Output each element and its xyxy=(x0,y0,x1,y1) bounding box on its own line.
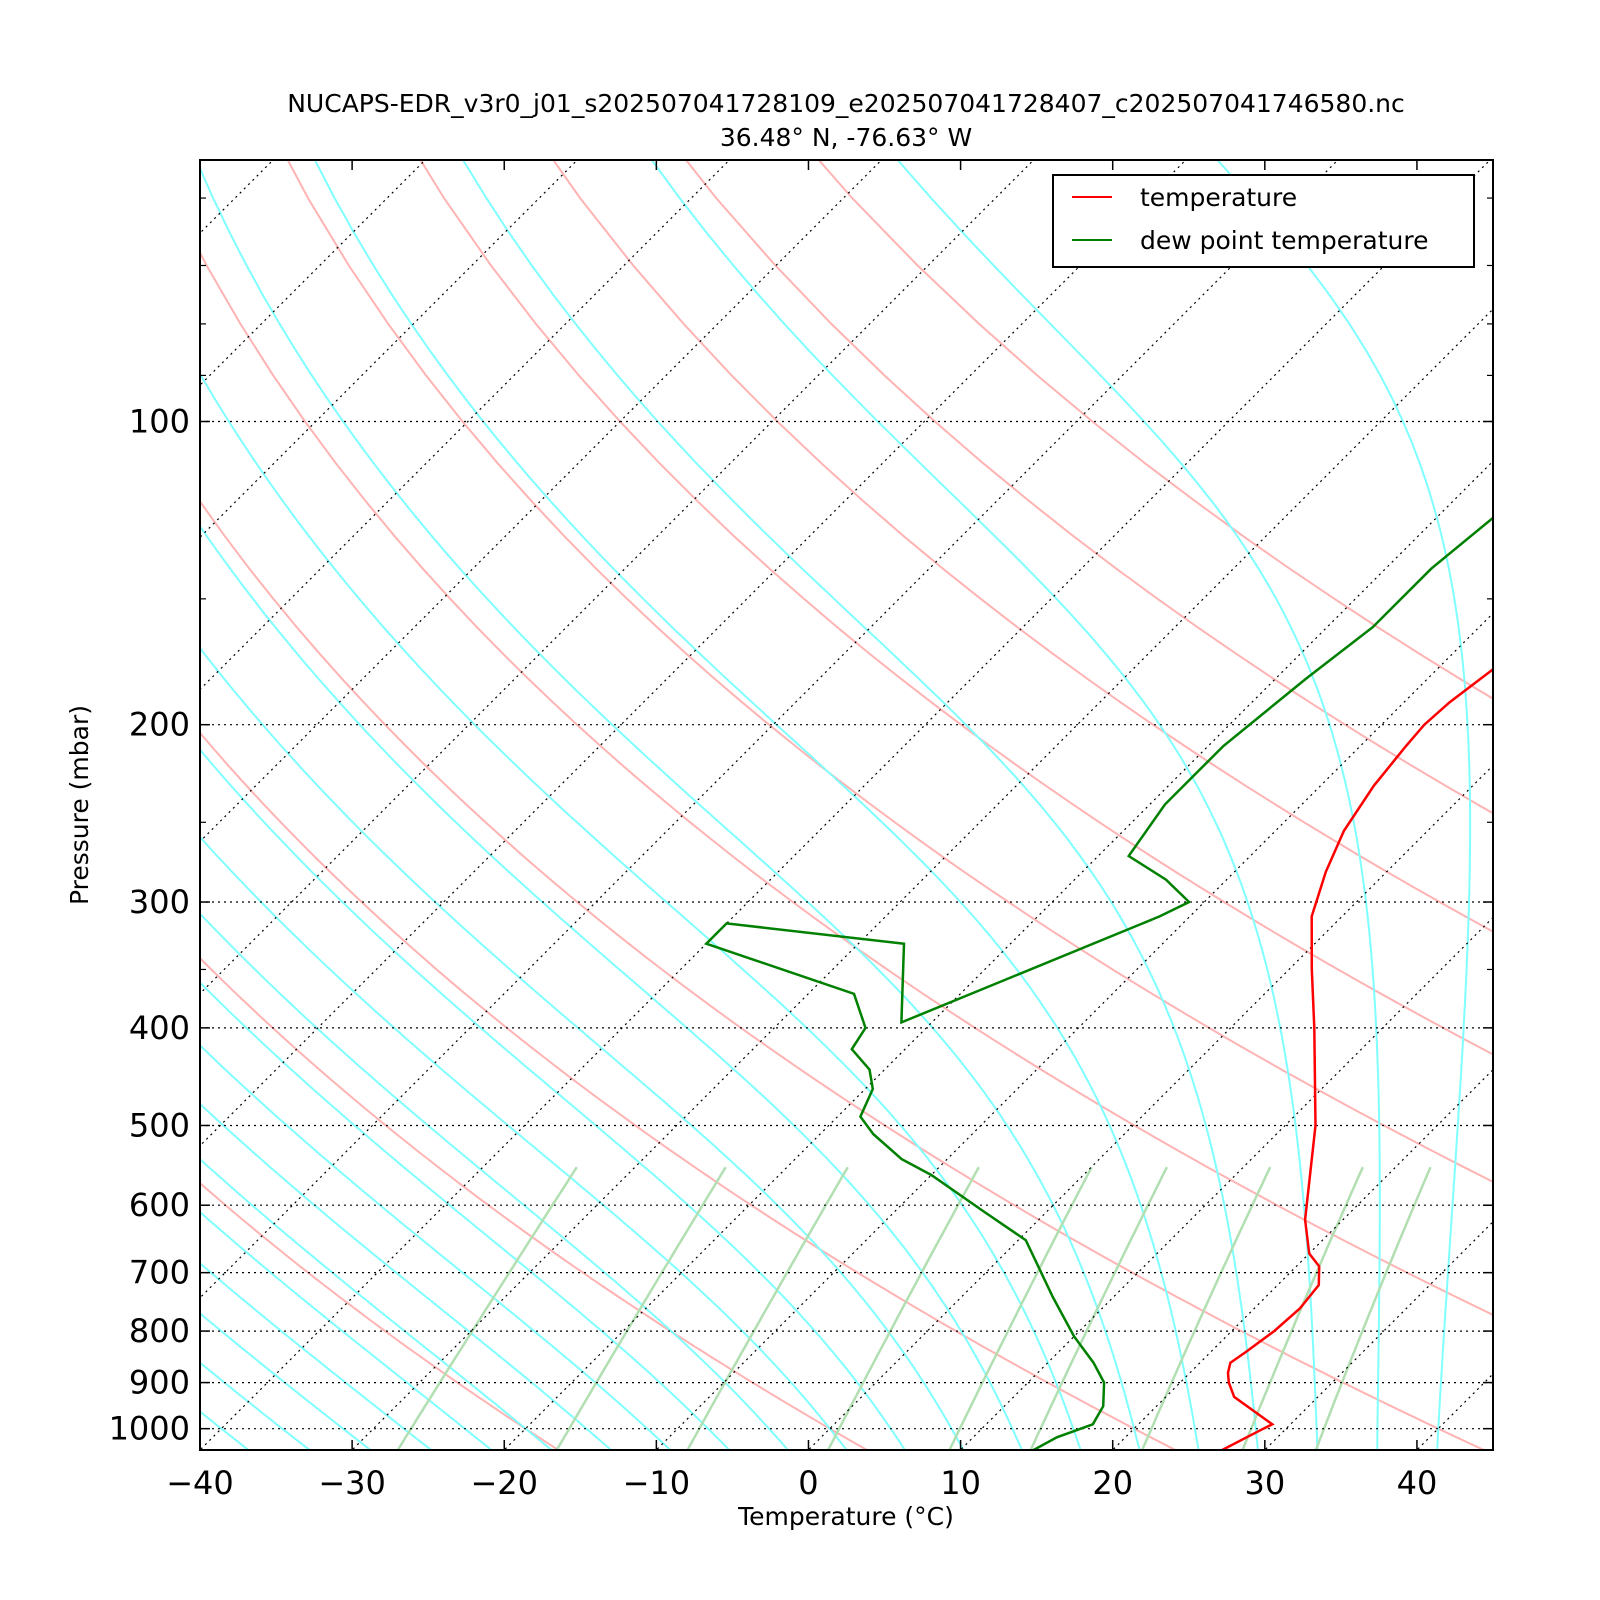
mixing-ratio-line xyxy=(1241,1166,1365,1450)
x-tick-label: 10 xyxy=(940,1464,981,1502)
dry-adiabat-line xyxy=(286,160,1493,1184)
moist-adiabat-line xyxy=(896,160,1381,1450)
y-tick-labels: 100 200 300 400 500 600 700 800 900 1000 xyxy=(109,402,190,1447)
x-tick-labels: −40 −30 −20 −10 0 10 20 30 40 xyxy=(166,1464,1437,1502)
dry-adiabat-line xyxy=(200,499,1487,1450)
dry-adiabat-line xyxy=(552,160,1493,933)
y-tick-label: 400 xyxy=(129,1009,190,1047)
y-tick-label: 600 xyxy=(129,1186,190,1224)
y-tick-label: 500 xyxy=(129,1106,190,1144)
dry-adiabat-line xyxy=(200,731,1178,1450)
dry-adiabat-line xyxy=(200,250,1493,1316)
chart-title: NUCAPS-EDR_v3r0_j01_s202507041728109_e20… xyxy=(287,89,1405,118)
x-tick-label: 30 xyxy=(1244,1464,1285,1502)
y-tick-label: 200 xyxy=(129,706,190,744)
mixing-ratio-line xyxy=(555,1166,727,1450)
moist-adiabat-line xyxy=(200,166,1141,1450)
moist-adiabat-line xyxy=(200,748,907,1450)
mixing-ratio-line xyxy=(396,1166,578,1450)
x-tick-label: −10 xyxy=(623,1464,691,1502)
moist-adiabat-line xyxy=(200,1102,613,1450)
mixing-ratio-line xyxy=(1314,1166,1432,1450)
plot-frame xyxy=(199,159,1494,1451)
data-series xyxy=(703,516,1493,1450)
y-tick-label: 100 xyxy=(129,402,190,440)
mixing-ratio-line xyxy=(686,1166,849,1450)
x-tick-label: −40 xyxy=(166,1464,234,1502)
dry-adiabat-line xyxy=(684,160,1493,815)
moist-adiabat-line xyxy=(313,160,1200,1450)
axis-tick-marks xyxy=(199,160,1493,1450)
dry-adiabat-line xyxy=(419,160,1493,1056)
moist-adiabat-line xyxy=(200,912,790,1450)
moist-adiabat-line xyxy=(200,1044,672,1450)
mixing-ratio-line xyxy=(826,1166,980,1450)
moist-adiabat-line xyxy=(200,524,1024,1450)
moist-adiabat-line xyxy=(200,1312,373,1450)
x-tick-label: −30 xyxy=(318,1464,386,1502)
moist-adiabat-line xyxy=(200,646,965,1450)
x-tick-label: 0 xyxy=(798,1464,818,1502)
mixing-ratio-line xyxy=(948,1166,1093,1450)
x-tick-label: 40 xyxy=(1397,1464,1438,1502)
dewpoint-line xyxy=(703,516,1493,1450)
moist-adiabat-line xyxy=(200,981,731,1450)
temperature-line xyxy=(1221,667,1493,1450)
moist-adiabat-line xyxy=(200,835,848,1450)
legend-label-temperature: temperature xyxy=(1140,183,1297,212)
y-tick-label: 700 xyxy=(129,1254,190,1292)
dry-adiabat-line xyxy=(200,1181,561,1450)
y-tick-label: 1000 xyxy=(109,1410,190,1448)
x-tick-label: 20 xyxy=(1092,1464,1133,1502)
moist-adiabat-line xyxy=(1216,160,1472,1450)
legend-label-dewpoint: dew point temperature xyxy=(1140,226,1429,255)
background-reference-lines xyxy=(200,160,1493,1450)
moist-adiabat-line xyxy=(200,1361,312,1450)
moist-adiabat-line xyxy=(200,1157,553,1450)
y-axis-label: Pressure (mbar) xyxy=(65,705,94,905)
moist-adiabat-line xyxy=(461,160,1259,1450)
x-tick-label: −20 xyxy=(470,1464,538,1502)
x-axis-label: Temperature (°C) xyxy=(737,1502,954,1531)
moist-adiabat-line xyxy=(200,1210,493,1450)
moist-adiabat-line xyxy=(200,1261,433,1450)
chart-subtitle: 36.48° N, -76.63° W xyxy=(720,123,972,152)
y-tick-label: 800 xyxy=(129,1312,190,1350)
mixing-ratio-line xyxy=(1140,1166,1272,1450)
dry-adiabat-line xyxy=(200,956,869,1450)
y-tick-label: 900 xyxy=(129,1364,190,1402)
legend: temperature dew point temperature xyxy=(1052,174,1475,268)
y-tick-label: 300 xyxy=(129,883,190,921)
legend-box xyxy=(1052,174,1475,268)
